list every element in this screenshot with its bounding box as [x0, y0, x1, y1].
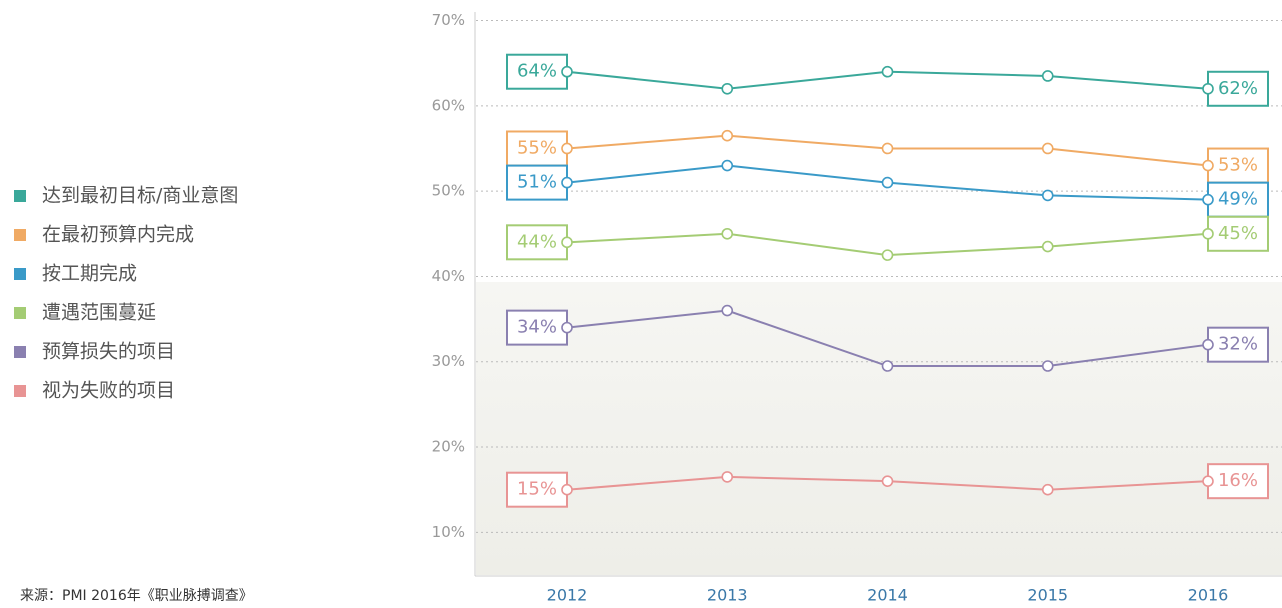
data-point [881, 65, 894, 78]
data-point [561, 65, 573, 78]
y-tick-label: 50% [432, 182, 465, 200]
data-point [1202, 82, 1214, 95]
y-tick-label: 70% [432, 11, 465, 29]
data-point [561, 236, 573, 249]
data-point [561, 142, 573, 155]
data-point [881, 142, 894, 155]
data-point [881, 475, 894, 487]
legend-swatch [14, 268, 26, 280]
y-tick-label: 10% [432, 523, 465, 541]
x-tick-label: 2015 [1027, 586, 1068, 605]
data-point [1202, 193, 1214, 206]
data-point [721, 304, 734, 317]
value-label: 49% [1218, 189, 1258, 210]
value-label-box [1207, 181, 1269, 218]
value-label-box [506, 164, 568, 201]
value-label: 44% [517, 231, 557, 252]
legend-swatch [14, 307, 26, 319]
value-label-box [1207, 215, 1269, 252]
value-label: 51% [517, 172, 557, 193]
value-label: 64% [517, 61, 557, 82]
data-point [561, 176, 573, 189]
value-label: 16% [1218, 470, 1258, 491]
legend-label: 按工期完成 [42, 263, 137, 285]
y-tick-label: 30% [432, 352, 465, 370]
x-tick-label: 2013 [707, 586, 748, 605]
data-point [721, 471, 734, 483]
value-label: 15% [517, 479, 557, 500]
value-label-box [1207, 326, 1269, 363]
data-point [721, 129, 734, 142]
data-point [561, 321, 573, 334]
value-label: 53% [1218, 155, 1258, 176]
value-label: 34% [517, 317, 557, 338]
data-point [1041, 70, 1054, 82]
data-point [881, 249, 894, 261]
value-label: 62% [1218, 78, 1258, 99]
legend-label: 预算损失的项目 [42, 341, 175, 363]
x-tick-label: 2016 [1188, 586, 1229, 605]
legend-swatch [14, 385, 26, 397]
value-label-box [1207, 147, 1269, 184]
data-point [881, 360, 894, 372]
legend-swatch [14, 190, 26, 202]
y-tick-label: 40% [432, 267, 465, 285]
legend-label: 遭遇范围蔓延 [42, 302, 156, 324]
legend-label: 达到最初目标/商业意图 [42, 185, 238, 207]
value-label: 55% [517, 137, 557, 158]
legend-label: 视为失败的项目 [42, 380, 175, 402]
x-tick-label: 2014 [867, 586, 908, 605]
source: 来源：PMI 2016年《职业脉搏调查》 [20, 587, 253, 604]
plot-shade [476, 282, 1282, 575]
value-label: 45% [1218, 223, 1258, 244]
data-point [1041, 142, 1054, 155]
value-label-box [506, 130, 568, 167]
value-label: 32% [1218, 334, 1258, 355]
legend-label: 在最初预算内完成 [42, 224, 194, 246]
data-point [1202, 475, 1214, 487]
legend-swatch [14, 346, 26, 358]
y-tick-label: 20% [432, 438, 465, 456]
data-point [1202, 338, 1214, 351]
value-label-box [506, 471, 568, 508]
data-point [1041, 483, 1054, 496]
value-label-box [506, 53, 568, 90]
data-point [561, 483, 573, 496]
data-point [1202, 159, 1214, 172]
data-point [881, 176, 894, 189]
legend-swatch [14, 229, 26, 241]
x-tick-label: 2012 [547, 586, 588, 605]
data-point [721, 227, 734, 240]
data-point [1041, 360, 1054, 372]
data-point [721, 159, 734, 172]
y-tick-label: 60% [432, 96, 465, 114]
data-point [1041, 189, 1054, 202]
data-point [721, 82, 734, 95]
data-point [1202, 227, 1214, 240]
data-point [1041, 240, 1054, 253]
